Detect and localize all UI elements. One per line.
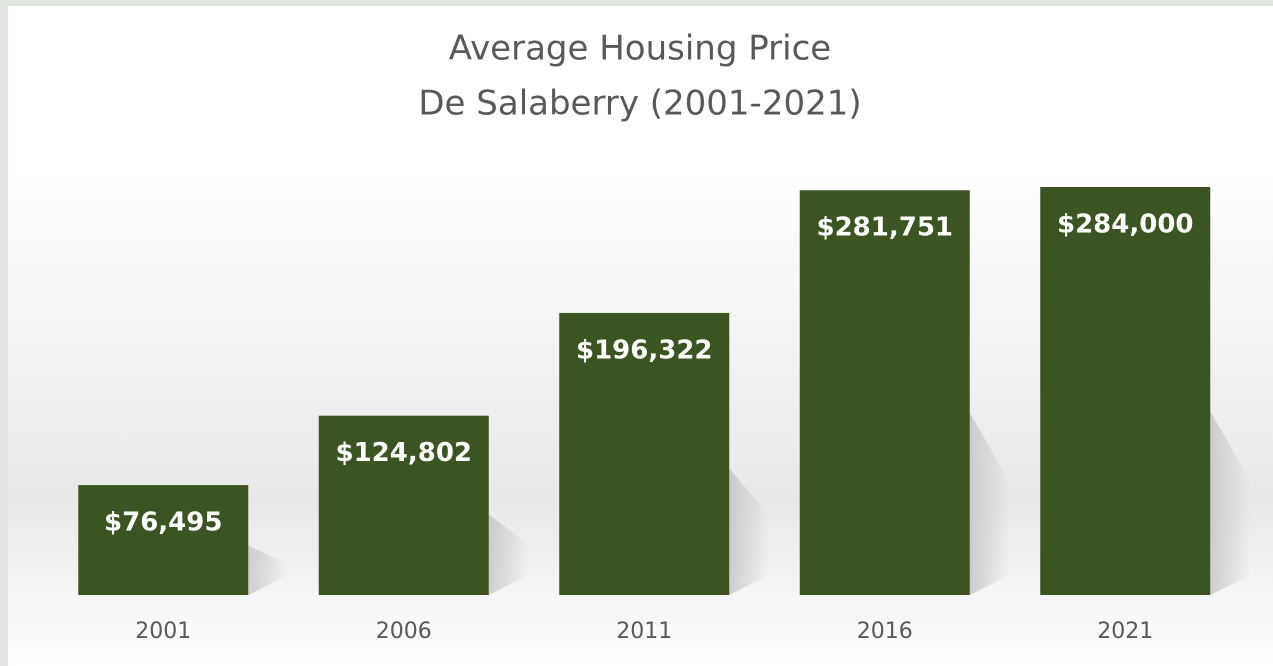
bar xyxy=(559,312,730,595)
data-label: $76,495 xyxy=(104,508,222,538)
bar-shadow xyxy=(488,514,529,595)
bar-shadow xyxy=(729,468,770,595)
x-tick-label: 2016 xyxy=(857,619,913,644)
chart-title: Average Housing Price xyxy=(449,29,831,69)
bar-shadow xyxy=(248,545,289,595)
x-tick-label: 2001 xyxy=(135,619,191,644)
x-tick-label: 2011 xyxy=(616,619,672,644)
data-label: $124,802 xyxy=(335,438,472,468)
bar-shadow xyxy=(969,412,1010,595)
bar xyxy=(799,190,970,595)
data-label: $281,751 xyxy=(816,213,953,243)
bar xyxy=(78,485,249,595)
data-label: $284,000 xyxy=(1057,210,1194,240)
chart-subtitle: De Salaberry (2001-2021) xyxy=(418,84,861,124)
bar xyxy=(318,415,489,595)
x-tick-label: 2021 xyxy=(1097,619,1153,644)
data-label: $196,322 xyxy=(576,335,713,365)
bar xyxy=(1040,187,1211,595)
bar-shadow xyxy=(1210,411,1251,595)
x-tick-label: 2006 xyxy=(376,619,432,644)
